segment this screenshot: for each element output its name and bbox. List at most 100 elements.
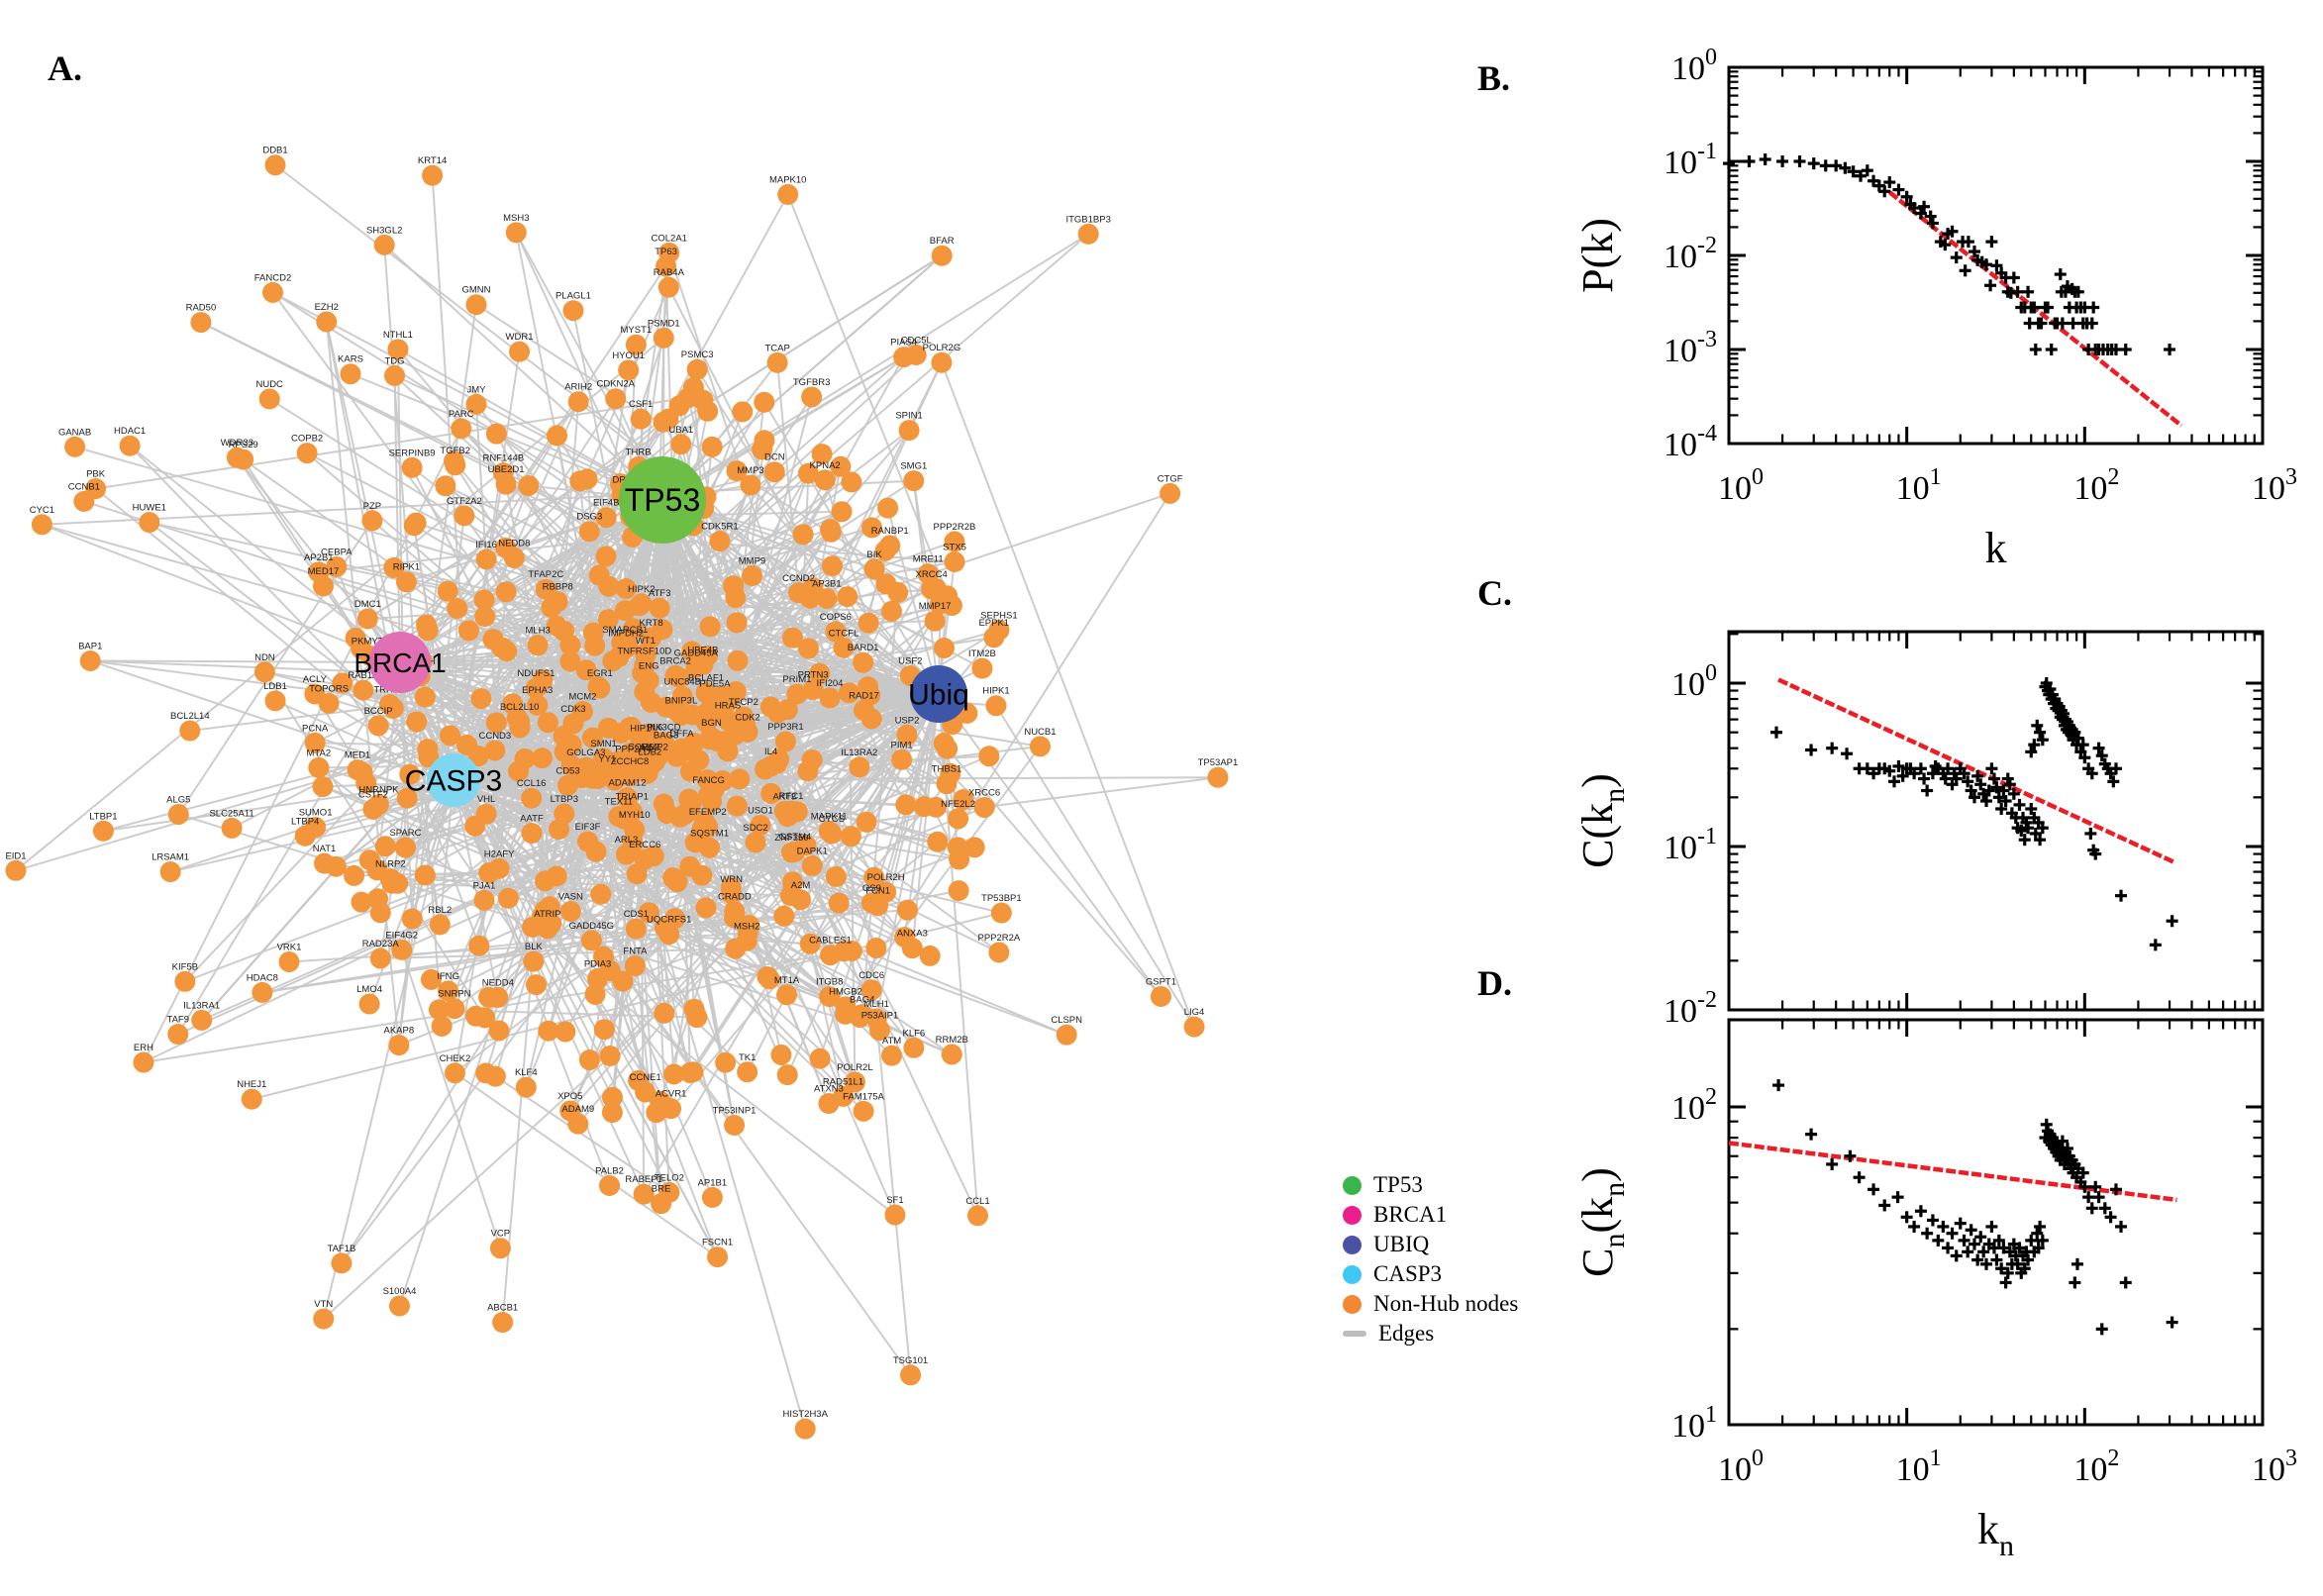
network-node[interactable] (757, 965, 778, 987)
network-node[interactable] (312, 776, 334, 798)
network-node[interactable] (264, 154, 286, 176)
network-node[interactable] (825, 865, 847, 887)
network-node[interactable] (713, 704, 735, 726)
network-node[interactable] (663, 1063, 685, 1085)
network-node[interactable] (814, 469, 836, 491)
network-node[interactable] (695, 897, 717, 919)
network-node[interactable] (874, 540, 896, 561)
network-node[interactable] (799, 587, 821, 609)
network-node[interactable] (671, 741, 693, 762)
network-node[interactable] (473, 889, 495, 911)
network-node[interactable] (1077, 223, 1099, 245)
network-node[interactable] (601, 1086, 623, 1108)
network-node[interactable] (801, 386, 823, 408)
network-node[interactable] (531, 748, 553, 769)
network-node[interactable] (750, 814, 771, 836)
hub-node-brca1[interactable] (369, 632, 431, 693)
network-node[interactable] (658, 1181, 680, 1203)
network-node[interactable] (868, 1020, 890, 1042)
network-node[interactable] (657, 276, 679, 298)
network-node[interactable] (325, 855, 347, 877)
network-node[interactable] (369, 948, 391, 969)
network-node[interactable] (492, 462, 514, 484)
network-node[interactable] (85, 478, 107, 500)
network-node[interactable] (382, 697, 404, 719)
network-node[interactable] (1207, 766, 1229, 788)
network-node[interactable] (825, 621, 847, 643)
network-node[interactable] (726, 795, 748, 817)
network-node[interactable] (489, 1238, 511, 1259)
network-node[interactable] (633, 1183, 655, 1205)
network-node[interactable] (963, 837, 985, 858)
network-node[interactable] (474, 606, 496, 628)
network-node[interactable] (571, 767, 593, 789)
network-node[interactable] (634, 681, 656, 703)
network-node[interactable] (373, 234, 395, 255)
network-node[interactable] (384, 364, 406, 386)
network-node[interactable] (691, 864, 713, 886)
network-node[interactable] (720, 877, 742, 899)
network-node[interactable] (571, 700, 593, 722)
network-node[interactable] (630, 408, 652, 430)
network-node[interactable] (1029, 736, 1051, 757)
network-node[interactable] (811, 444, 833, 465)
network-node[interactable] (414, 686, 436, 708)
network-node[interactable] (754, 430, 775, 451)
network-node[interactable] (766, 752, 788, 774)
network-node[interactable] (797, 760, 819, 782)
network-node[interactable] (590, 883, 612, 905)
network-node[interactable] (578, 521, 600, 543)
network-node[interactable] (819, 986, 841, 1008)
network-node[interactable] (863, 558, 885, 580)
network-node[interactable] (383, 556, 405, 578)
network-node[interactable] (31, 514, 52, 536)
network-node[interactable] (940, 762, 961, 784)
network-node[interactable] (521, 823, 543, 845)
network-node[interactable] (953, 789, 974, 811)
network-node[interactable] (591, 762, 613, 784)
network-node[interactable] (585, 841, 607, 862)
network-node[interactable] (1150, 985, 1171, 1007)
network-node[interactable] (428, 999, 450, 1021)
network-node[interactable] (478, 986, 500, 1008)
network-node[interactable] (387, 339, 409, 360)
network-node[interactable] (931, 351, 953, 373)
network-node[interactable] (1160, 482, 1181, 504)
network-node[interactable] (444, 998, 465, 1020)
network-node[interactable] (388, 1035, 410, 1056)
network-node[interactable] (948, 880, 969, 902)
network-node[interactable] (541, 596, 562, 618)
network-node[interactable] (654, 1002, 675, 1024)
network-node[interactable] (895, 794, 917, 816)
network-node[interactable] (837, 586, 858, 608)
network-node[interactable] (638, 902, 659, 924)
network-node[interactable] (1183, 1016, 1205, 1038)
network-node[interactable] (781, 627, 803, 648)
network-node[interactable] (488, 1020, 510, 1042)
network-node[interactable] (770, 1044, 792, 1065)
network-node[interactable] (394, 837, 416, 858)
network-node[interactable] (523, 950, 545, 972)
network-node[interactable] (438, 980, 459, 1002)
network-node[interactable] (190, 312, 212, 334)
network-node[interactable] (525, 974, 547, 996)
network-node[interactable] (653, 793, 674, 815)
network-node[interactable] (809, 1047, 831, 1069)
network-node[interactable] (941, 595, 962, 617)
network-node[interactable] (896, 724, 918, 746)
network-node[interactable] (401, 908, 423, 930)
network-node[interactable] (133, 1051, 154, 1073)
network-node[interactable] (465, 393, 487, 415)
network-node[interactable] (712, 770, 734, 792)
network-node[interactable] (701, 436, 723, 457)
network-node[interactable] (896, 899, 918, 921)
network-node[interactable] (261, 281, 283, 303)
network-node[interactable] (776, 984, 798, 1006)
network-node[interactable] (779, 884, 801, 906)
network-node[interactable] (399, 763, 421, 785)
network-node[interactable] (978, 746, 1000, 767)
network-node[interactable] (527, 635, 549, 656)
network-node[interactable] (559, 650, 581, 672)
network-node[interactable] (547, 425, 568, 447)
network-node[interactable] (396, 787, 418, 809)
